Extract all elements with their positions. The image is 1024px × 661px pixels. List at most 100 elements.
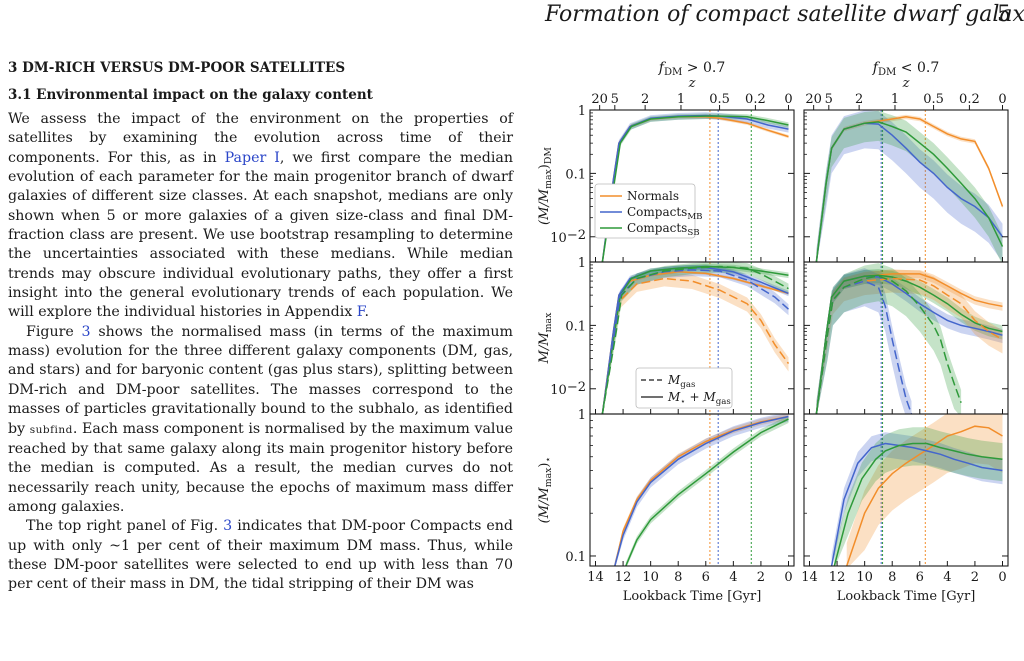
median-line [815,277,1003,414]
figure-3-link[interactable]: 3 [81,323,91,340]
legend-entry: Normals [627,189,679,203]
uncertainty-band [831,432,1003,566]
page-number: 5 [997,2,1011,27]
top-axis-tick-label: 1 [891,92,899,107]
legend-entry: CompactsSB [627,221,700,238]
uncertainty-band [614,414,789,566]
column-title: fDM < 0.7 [872,60,940,78]
top-axis-tick-label: 20 [591,92,608,107]
x-tick-label: 8 [888,570,896,585]
y-tick-label: 10−2 [550,380,586,398]
y-tick-label: 0.1 [565,167,586,182]
top-axis-tick-label: 0 [998,92,1006,107]
median-line [830,442,1003,566]
median-line [601,115,789,262]
x-axis-label: Lookback Time [Gyr] [623,589,762,604]
paper-i-link[interactable]: Paper I [224,149,280,166]
paragraph-text: shows the normalised mass (in terms of t… [8,323,514,437]
top-axis-tick-label: 2 [641,92,649,107]
top-axis-tick-label: 0.2 [745,92,766,107]
y-axis-label: (M/Mmax)⋆ [537,457,554,524]
paragraph-2: Figure 3 shows the normalised mass (in t… [8,323,513,517]
top-axis-tick-label: 20 [805,92,822,107]
panel-plot-area [815,262,1003,414]
top-axis-label: z [688,76,696,91]
uncertainty-band [816,110,1003,262]
top-axis-tick-label: 0.2 [959,92,980,107]
paragraph-text: . Each mass component is normalised by t… [8,420,513,515]
uncertainty-band [602,115,789,262]
x-tick-label: 12 [829,570,846,585]
paragraph-text: indicates that DM-poor Compacts end up w… [8,518,514,593]
panel-plot-area [830,414,1003,566]
panel-plot-area [601,110,789,262]
y-tick-label: 0.1 [565,550,586,565]
uncertainty-band [816,269,1003,414]
legend-entry: CompactsMB [627,205,703,222]
appendix-f-link[interactable]: F [356,304,365,321]
median-line [625,418,789,566]
paragraph-text: The top right panel of Fig. [26,518,224,535]
median-line [845,425,1003,566]
panel-plot-area [815,110,1004,262]
uncertainty-band [602,262,789,414]
uncertainty-band [602,272,789,414]
x-tick-label: 0 [998,570,1006,585]
median-line [815,275,962,414]
y-tick-label: 1 [578,256,586,271]
median-line [601,265,789,414]
median-line [815,280,913,414]
uncertainty-band [846,414,1003,566]
uncertainty-band [834,427,1003,566]
panel-frame [803,413,1009,567]
median-line [614,415,789,566]
top-axis-label: z [902,76,910,91]
uncertainty-band [816,110,1003,262]
subsection-heading: 3.1 Environmental impact on the galaxy c… [8,87,373,103]
uncertainty-band [816,269,1003,414]
y-axis-label: (M/Mmax)DM [537,147,554,225]
figure-3-link[interactable]: 3 [223,518,233,535]
x-tick-label: 4 [729,570,737,585]
legend-box [635,367,733,409]
top-axis-tick-label: 1 [677,92,685,107]
uncertainty-band [816,263,962,414]
top-axis-tick-label: 0.5 [923,92,944,107]
paragraph-text: , we first compare the median evolution … [8,149,513,321]
x-tick-label: 4 [943,570,951,585]
median-line [815,121,1004,262]
y-axis-label: M/Mmax [537,312,554,364]
top-axis-tick-label: 0 [784,92,792,107]
x-tick-label: 10 [642,570,659,585]
median-line [601,265,789,414]
y-tick-label: 0.1 [565,319,586,334]
uncertainty-band [625,415,789,566]
subfind-name: subfind [29,423,73,436]
panel-plot-area [601,262,790,414]
top-axis-tick-label: 0.5 [709,92,730,107]
median-line [833,442,1003,566]
median-line [815,274,1003,414]
uncertainty-band [602,112,789,262]
x-tick-label: 10 [856,570,873,585]
x-tick-label: 2 [757,570,765,585]
paragraph-1: We assess the impact of the environment … [8,110,513,323]
y-tick-label: 10−2 [550,228,586,246]
panel-plot-area [614,414,789,566]
column-title: fDM > 0.7 [658,60,726,78]
x-tick-label: 6 [702,570,710,585]
running-title: Formation of compact satellite dwarf gal… [545,2,1024,27]
paragraph-text: We assess the impact of the environment … [8,111,513,166]
x-tick-label: 12 [615,570,632,585]
uncertainty-band [816,268,912,414]
body-text: We assess the impact of the environment … [8,110,513,595]
section-heading: 3 DM-RICH VERSUS DM-POOR SATELLITES [8,60,346,76]
x-tick-label: 14 [587,570,604,585]
x-tick-label: 2 [971,570,979,585]
paragraph-3: The top right panel of Fig. 3 indicates … [8,517,513,594]
paragraph-text: . [364,304,369,321]
uncertainty-band [816,269,1003,414]
y-tick-label: 1 [578,104,586,119]
y-tick-label: 1 [578,408,586,423]
